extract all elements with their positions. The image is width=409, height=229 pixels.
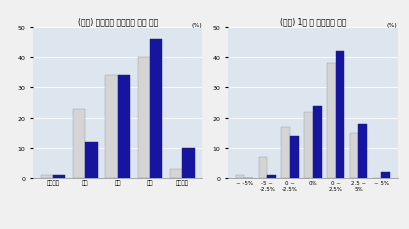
Bar [281,127,289,179]
Bar [137,58,150,179]
Bar [267,176,275,179]
Bar [380,173,389,179]
Bar [335,52,344,179]
Text: (%): (%) [191,22,202,27]
Bar [258,158,267,179]
Bar [349,133,357,179]
Title: (서울) 1년 후 매매가격 전망: (서울) 1년 후 매매가격 전망 [279,18,345,27]
Bar [85,142,97,179]
Bar [40,176,53,179]
Bar [326,64,335,179]
Bar [357,124,366,179]
Bar [303,112,312,179]
Bar [73,109,85,179]
Text: (%): (%) [386,22,397,27]
Bar [235,176,244,179]
Bar [105,76,117,179]
Title: (서울) 매매가격 상승률에 대한 평가: (서울) 매매가격 상승률에 대한 평가 [77,18,157,27]
Bar [182,148,194,179]
Bar [53,176,65,179]
Bar [150,40,162,179]
Bar [117,76,130,179]
Bar [289,136,298,179]
Bar [170,169,182,179]
Bar [312,106,321,179]
